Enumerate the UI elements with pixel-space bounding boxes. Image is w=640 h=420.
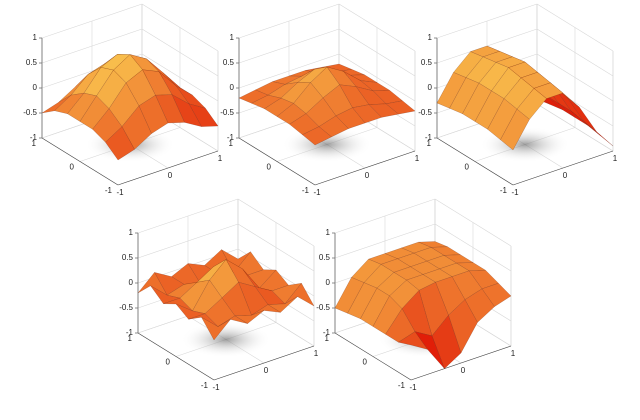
x-tick-label: -1 xyxy=(409,383,417,392)
surface-patch xyxy=(105,126,135,161)
y-tick-label: -1 xyxy=(105,186,113,195)
z-tick-label: 0 xyxy=(129,278,134,287)
z-tick-label: 1 xyxy=(230,33,235,42)
y-tick-label: 0 xyxy=(166,358,171,367)
y-tick-label: 0 xyxy=(70,163,75,172)
surface-plot: -1-0.500.51-101-101 xyxy=(316,198,516,392)
z-tick-label: 0.5 xyxy=(319,253,331,262)
x-axis xyxy=(314,150,416,186)
surface-plot: -1-0.500.51-101-101 xyxy=(119,198,319,392)
z-tick-label: -0.5 xyxy=(220,108,234,117)
x-tick-label: 1 xyxy=(613,154,618,163)
z-tick-label: 0 xyxy=(230,83,235,92)
y-tick-label: -1 xyxy=(500,186,508,195)
z-tick-label: 1 xyxy=(326,228,331,237)
y-tick-label: 0 xyxy=(363,358,368,367)
shadow xyxy=(181,321,271,358)
y-axis xyxy=(436,137,514,186)
x-tick-label: -1 xyxy=(212,383,220,392)
y-tick-label: -1 xyxy=(398,381,406,390)
x-tick-label: 0 xyxy=(264,366,269,375)
y-tick-label: 0 xyxy=(267,163,272,172)
z-tick-label: -1 xyxy=(425,133,433,142)
z-tick-label: 1 xyxy=(33,33,38,42)
y-tick-label: 1 xyxy=(229,139,234,148)
z-tick-label: -1 xyxy=(323,328,331,337)
x-tick-label: -1 xyxy=(313,188,321,197)
y-axis xyxy=(334,332,412,381)
surface-plot: -1-0.500.51-101-101 xyxy=(23,3,223,197)
z-tick-label: 0.5 xyxy=(223,58,235,67)
x-tick-label: 0 xyxy=(461,366,466,375)
y-tick-label: -1 xyxy=(302,186,310,195)
z-tick-label: -0.5 xyxy=(418,108,432,117)
z-tick-label: 0.5 xyxy=(421,58,433,67)
z-tick-label: -0.5 xyxy=(119,303,133,312)
z-tick-label: 1 xyxy=(428,33,433,42)
y-axis xyxy=(238,137,316,186)
x-tick-label: 0 xyxy=(168,171,173,180)
x-tick-label: 1 xyxy=(415,154,420,163)
z-tick-label: 0.5 xyxy=(26,58,38,67)
y-tick-label: 1 xyxy=(427,139,432,148)
x-tick-label: 0 xyxy=(563,171,568,180)
x-tick-label: 1 xyxy=(218,154,223,163)
surface-plot: -1-0.500.51-101-101 xyxy=(220,3,420,197)
surface-plot: -1-0.500.51-101-101 xyxy=(418,3,618,197)
z-tick-label: -1 xyxy=(227,133,235,142)
x-tick-label: -1 xyxy=(511,188,519,197)
surface-patch xyxy=(500,108,530,151)
z-tick-label: 0 xyxy=(428,83,433,92)
x-axis xyxy=(512,150,614,186)
y-tick-label: 1 xyxy=(325,334,330,343)
x-tick-label: 1 xyxy=(511,349,516,358)
z-tick-label: -0.5 xyxy=(23,108,37,117)
x-axis xyxy=(117,150,219,186)
y-tick-label: -1 xyxy=(201,381,209,390)
x-tick-label: 0 xyxy=(365,171,370,180)
z-tick-label: 0 xyxy=(33,83,38,92)
z-tick-label: -1 xyxy=(126,328,134,337)
x-axis xyxy=(213,345,315,381)
x-axis xyxy=(410,345,512,381)
y-tick-label: 1 xyxy=(32,139,37,148)
x-tick-label: -1 xyxy=(116,188,124,197)
z-tick-label: -1 xyxy=(30,133,38,142)
z-tick-label: 0.5 xyxy=(122,253,134,262)
y-axis xyxy=(41,137,119,186)
z-tick-label: 1 xyxy=(129,228,134,237)
z-tick-label: 0 xyxy=(326,278,331,287)
surface-patch xyxy=(201,316,231,341)
y-tick-label: 0 xyxy=(465,163,470,172)
y-axis xyxy=(137,332,215,381)
surface-patch xyxy=(398,331,428,350)
x-tick-label: 1 xyxy=(314,349,319,358)
z-tick-label: -0.5 xyxy=(316,303,330,312)
surface-patch xyxy=(302,126,332,146)
y-tick-label: 1 xyxy=(128,334,133,343)
